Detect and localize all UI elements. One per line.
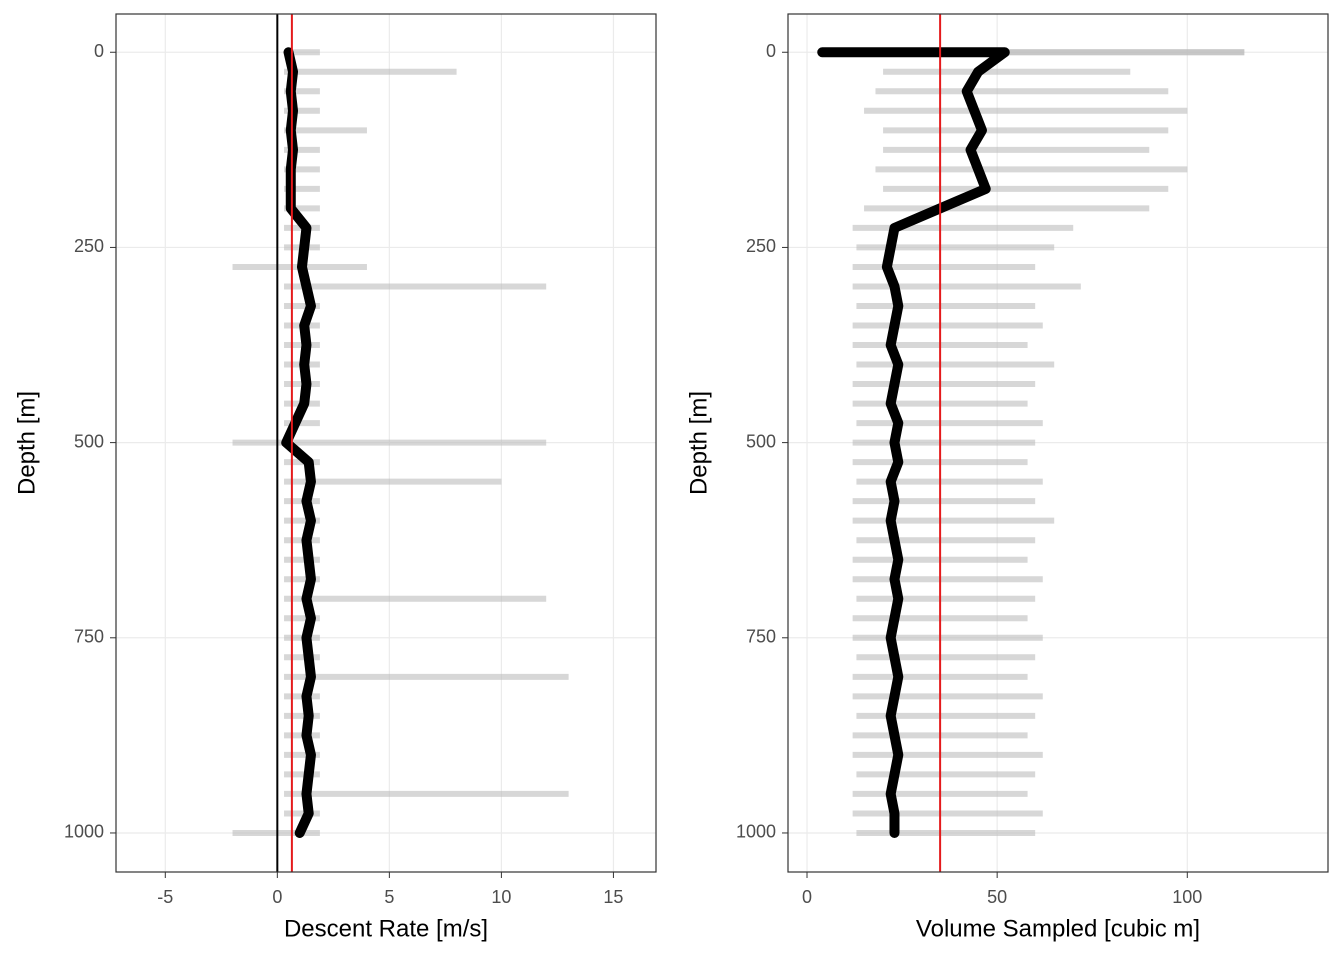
y-axis-label: Depth [m] — [13, 391, 40, 495]
x-tick-label: 10 — [491, 887, 511, 907]
profile-line — [281, 47, 316, 838]
y-axis-label: Depth [m] — [685, 391, 712, 495]
x-tick-label: 15 — [603, 887, 623, 907]
y-tick-label: 0 — [94, 41, 104, 61]
y-tick-label: 0 — [766, 41, 776, 61]
x-tick-label: -5 — [157, 887, 173, 907]
y-tick-label: 750 — [74, 627, 104, 647]
y-tick-label: 250 — [746, 236, 776, 256]
x-tick-label: 0 — [272, 887, 282, 907]
y-tick-label: 500 — [746, 431, 776, 451]
x-tick-label: 100 — [1172, 887, 1202, 907]
x-tick-label: 50 — [987, 887, 1007, 907]
y-tick-label: 1000 — [64, 822, 104, 842]
x-tick-label: 5 — [384, 887, 394, 907]
x-axis-label: Descent Rate [m/s] — [284, 915, 488, 942]
y-tick-label: 250 — [74, 236, 104, 256]
plot-border — [787, 13, 1329, 873]
y-tick-label: 750 — [746, 627, 776, 647]
y-tick-label: 1000 — [736, 822, 776, 842]
y-tick-label: 500 — [74, 431, 104, 451]
x-tick-label: 0 — [802, 887, 812, 907]
profile-line — [817, 47, 1010, 838]
plot-border — [115, 13, 657, 873]
x-axis-label: Volume Sampled [cubic m] — [916, 915, 1200, 942]
